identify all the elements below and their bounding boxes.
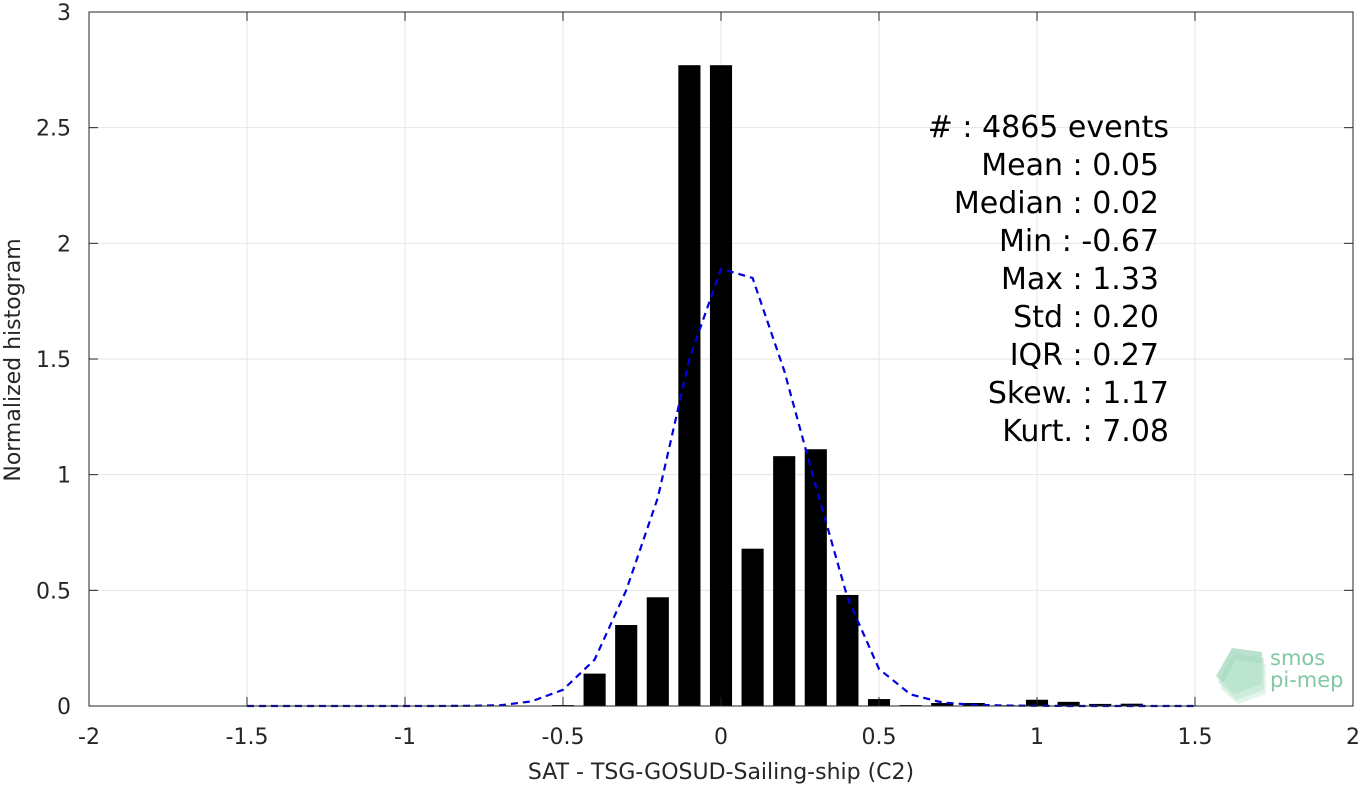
y-tick-label-0: 0 — [57, 695, 71, 720]
stat-line-3: Min : -0.67 — [999, 224, 1159, 259]
stat-line-2: Median : 0.02 — [954, 186, 1159, 221]
x-tick-label-2: -1 — [394, 725, 416, 750]
y-tick-label-5: 2.5 — [36, 117, 71, 142]
x-tick-label-5: 0.5 — [862, 725, 897, 750]
histogram-bar-3 — [646, 597, 669, 706]
smos-pi-mep-logo: smos pi-mep — [1216, 646, 1343, 704]
histogram-bar-4 — [678, 65, 701, 706]
histogram-bar-17 — [1089, 703, 1112, 706]
histogram-bar-12 — [931, 702, 954, 706]
histogram-bar-18 — [1120, 703, 1143, 706]
x-tick-label-0: -2 — [78, 725, 100, 750]
x-tick-label-1: -1.5 — [226, 725, 269, 750]
logo-line2: pi-mep — [1270, 668, 1343, 692]
x-axis-title: SAT - TSG-GOSUD-Sailing-ship (C2) — [528, 760, 914, 785]
stat-line-8: Kurt. : 7.08 — [1002, 414, 1169, 449]
histogram-bar-2 — [615, 625, 638, 706]
stat-line-0: # : 4865 events — [928, 110, 1169, 145]
x-tick-labels: -2 -1.5 -1 -0.5 0 0.5 1 1.5 2 — [78, 725, 1360, 750]
histogram-bar-1 — [583, 673, 606, 706]
histogram-bars — [551, 65, 1143, 706]
stat-line-6: IQR : 0.27 — [1010, 338, 1159, 373]
y-tick-label-3: 1.5 — [36, 348, 71, 373]
stat-line-5: Std : 0.20 — [1013, 300, 1159, 335]
logo-layers-icon — [1216, 648, 1266, 704]
histogram-bar-7 — [773, 456, 796, 706]
axes — [88, 11, 1354, 707]
stat-line-4: Max : 1.33 — [1001, 262, 1159, 297]
histogram-bar-9 — [836, 594, 859, 706]
logo-line1: smos — [1270, 646, 1325, 670]
y-tick-labels: 0 0.5 1 1.5 2 2.5 3 — [36, 1, 71, 720]
y-tick-label-4: 2 — [57, 232, 71, 257]
x-tick-label-4: 0 — [714, 725, 728, 750]
histogram-bar-6 — [741, 548, 764, 706]
x-tick-label-3: -0.5 — [542, 725, 585, 750]
stat-line-7: Skew. : 1.17 — [988, 376, 1169, 411]
x-tick-label-8: 2 — [1346, 725, 1360, 750]
y-tick-label-6: 3 — [57, 1, 71, 26]
x-tick-label-7: 1.5 — [1178, 725, 1213, 750]
y-tick-label-2: 1 — [57, 464, 71, 489]
histogram-bar-5 — [709, 65, 733, 706]
y-axis-title: Normalized histogram — [1, 238, 26, 481]
x-tick-label-6: 1 — [1030, 725, 1044, 750]
stat-line-1: Mean : 0.05 — [981, 148, 1159, 183]
histogram-bar-8 — [804, 449, 827, 706]
histogram-bar-16 — [1057, 701, 1080, 706]
y-tick-label-1: 0.5 — [36, 579, 71, 604]
